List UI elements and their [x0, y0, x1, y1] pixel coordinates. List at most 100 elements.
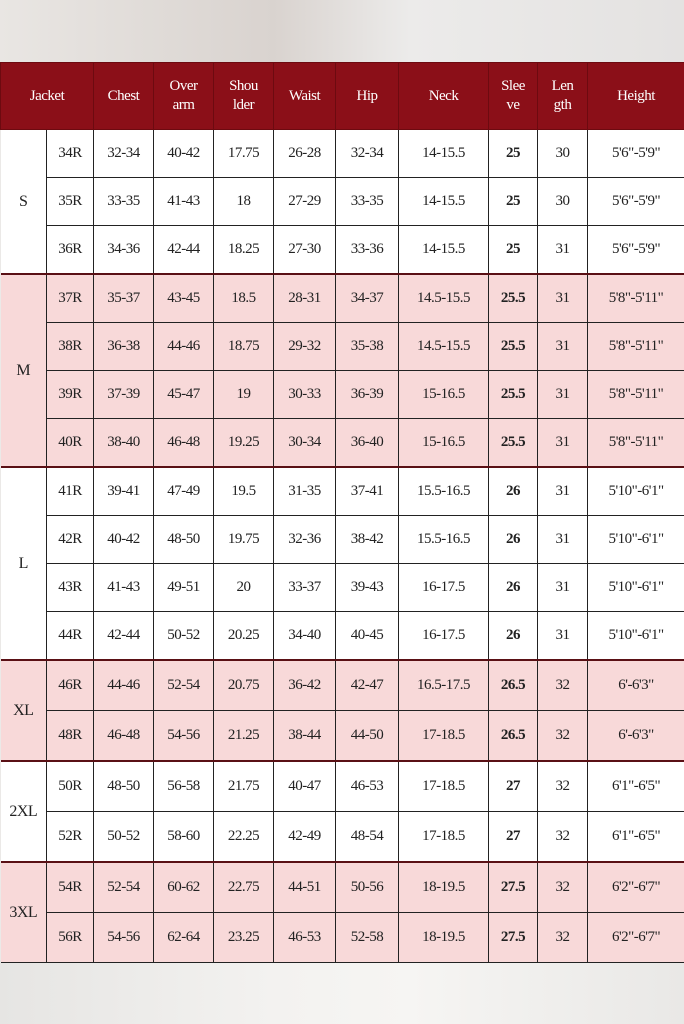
cell-overarm: 45-47	[153, 370, 215, 419]
cell-hip: 42-47	[335, 659, 400, 711]
cell-hip: 52-58	[335, 912, 400, 963]
table-row: XL 46R 44-46 52-54 20.75 36-42 42-47 16.5-17.5 2…	[0, 659, 684, 762]
cell-jacket-code: 42R	[45, 515, 95, 564]
cell-shoulder: 21.25	[213, 710, 275, 762]
cell-hip: 36-40	[335, 418, 400, 468]
table-row: 40R 38-40 46-48 19.25 30-34 36-40 15-16.5 25.5 3…	[1, 418, 684, 468]
cell-chest: 42-44	[93, 611, 155, 661]
cell-sleeve: 27.5	[488, 912, 539, 963]
cell-waist: 46-53	[273, 912, 337, 963]
cell-length: 31	[537, 322, 589, 371]
cell-chest: 48-50	[93, 760, 155, 812]
cell-sleeve: 26	[488, 466, 539, 516]
cell-hip: 33-35	[335, 177, 400, 226]
size-label: M	[0, 273, 47, 468]
table-row: 56R 54-56 62-64 23.25 46-53 52-58 18-19.5 27.5 3…	[1, 912, 684, 963]
cell-jacket-code: 34R	[45, 129, 95, 178]
cell-height: 5'6"-5'9"	[587, 177, 684, 226]
table-row: 42R 40-42 48-50 19.75 32-36 38-42 15.5-16.5 26 3…	[1, 515, 684, 564]
cell-neck: 15-16.5	[398, 370, 490, 419]
cell-height: 5'8"-5'11"	[587, 273, 684, 323]
cell-chest: 46-48	[93, 710, 155, 762]
cell-length: 32	[537, 760, 589, 812]
table-row: 43R 41-43 49-51 20 33-37 39-43 16-17.5 26 31 5'10…	[1, 563, 684, 612]
background-photo-top	[0, 0, 684, 62]
header-height: Height	[587, 62, 684, 130]
cell-overarm: 52-54	[153, 659, 215, 711]
cell-shoulder: 18.5	[213, 273, 275, 323]
cell-jacket-code: 43R	[45, 563, 95, 612]
cell-jacket-code: 36R	[45, 225, 95, 275]
cell-sleeve: 25.5	[488, 418, 539, 468]
size-label: L	[0, 466, 47, 661]
cell-overarm: 60-62	[153, 861, 215, 913]
cell-neck: 18-19.5	[398, 861, 490, 913]
header-jacket: Jacket	[0, 62, 95, 130]
cell-sleeve: 27	[488, 811, 539, 863]
cell-neck: 14.5-15.5	[398, 322, 490, 371]
cell-chest: 44-46	[93, 659, 155, 711]
header-sleeve: Slee ve	[488, 62, 539, 130]
cell-jacket-code: 37R	[45, 273, 95, 323]
cell-shoulder: 22.75	[213, 861, 275, 913]
cell-chest: 32-34	[93, 129, 155, 178]
cell-waist: 30-34	[273, 418, 337, 468]
cell-sleeve: 26	[488, 563, 539, 612]
cell-height: 6'-6'3"	[587, 710, 684, 762]
cell-length: 31	[537, 225, 589, 275]
cell-jacket-code: 44R	[45, 611, 95, 661]
cell-length: 32	[537, 861, 589, 913]
cell-hip: 40-45	[335, 611, 400, 661]
cell-overarm: 47-49	[153, 466, 215, 516]
cell-sleeve: 26.5	[488, 710, 539, 762]
table-row: 39R 37-39 45-47 19 30-33 36-39 15-16.5 25.5 31 5'…	[1, 370, 684, 419]
cell-height: 6'1"-6'5"	[587, 811, 684, 863]
cell-waist: 33-37	[273, 563, 337, 612]
cell-overarm: 43-45	[153, 273, 215, 323]
cell-length: 31	[537, 515, 589, 564]
cell-height: 6'2"-6'7"	[587, 912, 684, 963]
cell-neck: 15-16.5	[398, 418, 490, 468]
cell-length: 32	[537, 811, 589, 863]
cell-overarm: 62-64	[153, 912, 215, 963]
table-row: 44R 42-44 50-52 20.25 34-40 40-45 16-17.5 26 31 5…	[1, 611, 684, 661]
cell-hip: 32-34	[335, 129, 400, 178]
cell-neck: 16-17.5	[398, 563, 490, 612]
cell-shoulder: 23.25	[213, 912, 275, 963]
cell-waist: 27-29	[273, 177, 337, 226]
cell-length: 32	[537, 912, 589, 963]
cell-height: 6'2"-6'7"	[587, 861, 684, 913]
cell-hip: 50-56	[335, 861, 400, 913]
cell-waist: 34-40	[273, 611, 337, 661]
cell-shoulder: 18	[213, 177, 275, 226]
background-photo-bottom	[0, 960, 684, 1024]
table-row: L 41R 39-41 47-49 19.5 31-35 37-41 15.5-16.5 26 3…	[0, 466, 684, 661]
cell-height: 5'10"-6'1"	[587, 563, 684, 612]
cell-chest: 37-39	[93, 370, 155, 419]
cell-shoulder: 20	[213, 563, 275, 612]
cell-length: 31	[537, 370, 589, 419]
size-label: XL	[0, 659, 47, 762]
cell-jacket-code: 39R	[45, 370, 95, 419]
table-row: M 37R 35-37 43-45 18.5 28-31 34-37 14.5-15.5 25.…	[0, 273, 684, 468]
cell-overarm: 40-42	[153, 129, 215, 178]
cell-shoulder: 19	[213, 370, 275, 419]
cell-waist: 40-47	[273, 760, 337, 812]
cell-height: 5'6"-5'9"	[587, 225, 684, 275]
cell-chest: 35-37	[93, 273, 155, 323]
cell-overarm: 41-43	[153, 177, 215, 226]
cell-shoulder: 18.75	[213, 322, 275, 371]
cell-waist: 42-49	[273, 811, 337, 863]
cell-length: 32	[537, 710, 589, 762]
size-label: 3XL	[0, 861, 47, 963]
cell-neck: 17-18.5	[398, 760, 490, 812]
cell-neck: 16.5-17.5	[398, 659, 490, 711]
cell-waist: 27-30	[273, 225, 337, 275]
cell-sleeve: 25.5	[488, 273, 539, 323]
cell-neck: 18-19.5	[398, 912, 490, 963]
cell-chest: 40-42	[93, 515, 155, 564]
header-hip: Hip	[335, 62, 400, 130]
cell-neck: 17-18.5	[398, 811, 490, 863]
cell-neck: 14-15.5	[398, 177, 490, 226]
cell-sleeve: 26	[488, 515, 539, 564]
